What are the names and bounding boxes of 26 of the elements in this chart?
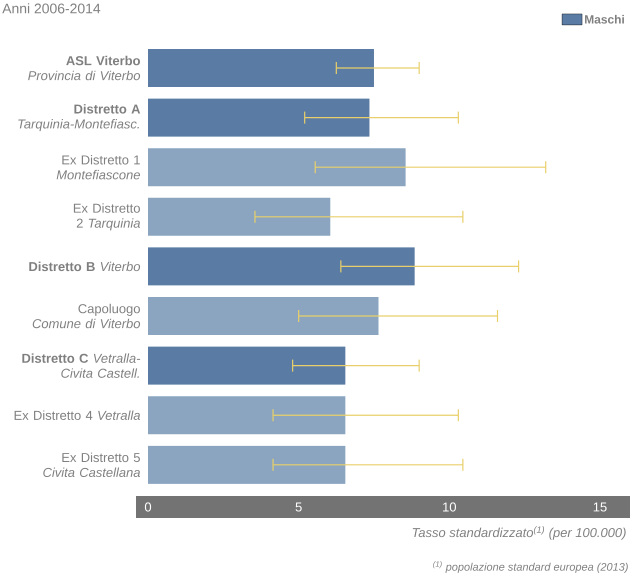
y-tick-label: Distretto A Tarquinia-Montefiasc. (18, 104, 140, 132)
bar (148, 98, 370, 137)
bar (148, 247, 415, 286)
y-tick-label: Distretto C Vetralla-Civita Castell. (22, 353, 140, 378)
x-tick-label: 15 (594, 502, 607, 512)
y-tick-label: Capoluogo Comune di Viterbo (32, 304, 140, 328)
y-tick-label: Ex Distretto 1 Montefiascone (56, 154, 140, 180)
x-axis-title: Tasso standardizzato$^{(1)}$ (per 100.000) (412, 526, 626, 540)
y-tick-label: ASL Viterbo Provincia di Viterbo (28, 56, 140, 80)
bar (148, 148, 406, 186)
chart-title: Anni 2006-2014 (2, 3, 100, 14)
y-tick-label: Ex Distretto 5 Civita Castellana (43, 452, 140, 478)
bar (148, 346, 346, 385)
legend-label: Maschi (585, 14, 624, 24)
bar (148, 198, 330, 236)
bar (148, 396, 346, 434)
text: $^{(1)}$ popolazione standard europea (2013) (433, 561, 628, 573)
y-tick-label: Ex Distretto 4 Vetralla (14, 410, 140, 420)
x-tick-label: 10 (443, 502, 456, 512)
y-tick-label: Distretto B Viterbo (29, 262, 140, 272)
x-tick-label: 5 (296, 502, 302, 512)
bar (148, 49, 374, 88)
x-tick-label: 0 (144, 502, 152, 512)
bar (148, 446, 346, 484)
y-tick-label: Ex Distretto 2 Tarquinia (74, 203, 140, 230)
bar (148, 297, 378, 336)
